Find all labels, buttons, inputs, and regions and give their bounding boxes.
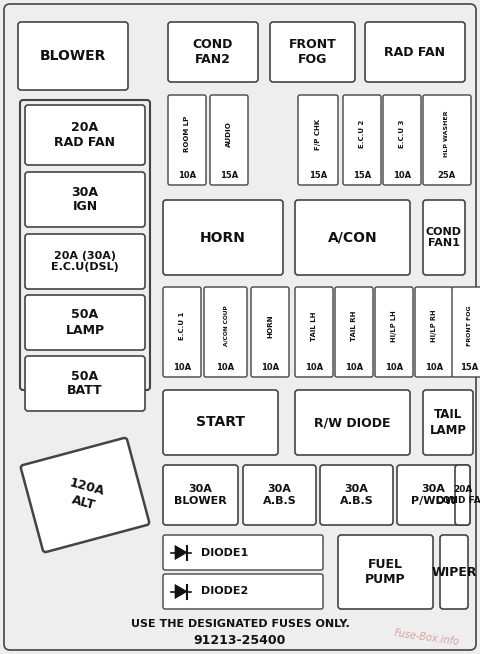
FancyBboxPatch shape [423, 390, 473, 455]
Text: COND
FAN1: COND FAN1 [426, 227, 462, 249]
Text: 30A
IGN: 30A IGN [72, 186, 98, 213]
Text: FRONT
FOG: FRONT FOG [288, 38, 336, 66]
FancyBboxPatch shape [243, 465, 316, 525]
Text: 15A: 15A [309, 171, 327, 179]
Text: FUEL
PUMP: FUEL PUMP [365, 558, 406, 586]
Text: 50A
LAMP: 50A LAMP [65, 309, 105, 337]
Text: HORN: HORN [267, 314, 273, 338]
FancyBboxPatch shape [25, 356, 145, 411]
Text: HI/LP RH: HI/LP RH [431, 310, 437, 342]
Text: A/CON COUP: A/CON COUP [223, 305, 228, 347]
FancyBboxPatch shape [295, 390, 410, 455]
Text: AUDIO: AUDIO [226, 121, 232, 147]
Text: 10A: 10A [261, 362, 279, 371]
Text: DIODE2: DIODE2 [201, 587, 248, 596]
FancyBboxPatch shape [452, 287, 480, 377]
FancyBboxPatch shape [163, 465, 238, 525]
FancyBboxPatch shape [343, 95, 381, 185]
FancyBboxPatch shape [440, 535, 468, 609]
Text: 30A
BLOWER: 30A BLOWER [174, 484, 227, 506]
Polygon shape [175, 585, 187, 598]
FancyBboxPatch shape [4, 4, 476, 650]
Text: TAIL RH: TAIL RH [351, 311, 357, 341]
FancyBboxPatch shape [320, 465, 393, 525]
FancyBboxPatch shape [25, 295, 145, 350]
FancyBboxPatch shape [21, 438, 149, 552]
Text: 10A: 10A [345, 362, 363, 371]
FancyBboxPatch shape [423, 95, 471, 185]
Text: 20A (30A)
E.C.U(DSL): 20A (30A) E.C.U(DSL) [51, 250, 119, 272]
Text: 30A
P/WDW: 30A P/WDW [410, 484, 456, 506]
FancyBboxPatch shape [204, 287, 247, 377]
FancyBboxPatch shape [163, 200, 283, 275]
FancyBboxPatch shape [338, 535, 433, 609]
Text: 10A: 10A [173, 362, 191, 371]
Text: R/W DIODE: R/W DIODE [314, 416, 391, 429]
FancyBboxPatch shape [18, 22, 128, 90]
FancyBboxPatch shape [295, 287, 333, 377]
Text: 15A: 15A [353, 171, 371, 179]
Text: HLP WASHER: HLP WASHER [444, 111, 449, 157]
Text: FRONT FOG: FRONT FOG [467, 305, 472, 347]
Text: USE THE DESIGNATED FUSES ONLY.: USE THE DESIGNATED FUSES ONLY. [131, 619, 349, 629]
FancyBboxPatch shape [25, 105, 145, 165]
FancyBboxPatch shape [375, 287, 413, 377]
Text: E.C.U 3: E.C.U 3 [399, 120, 405, 148]
Text: 50A
BATT: 50A BATT [67, 370, 103, 398]
FancyBboxPatch shape [335, 287, 373, 377]
FancyBboxPatch shape [163, 390, 278, 455]
Text: 10A: 10A [393, 171, 411, 179]
FancyBboxPatch shape [397, 465, 470, 525]
Text: TAIL
LAMP: TAIL LAMP [430, 409, 467, 436]
Text: 25A: 25A [438, 171, 456, 179]
Text: TAIL LH: TAIL LH [311, 311, 317, 341]
Polygon shape [175, 545, 187, 560]
Text: 30A
A.B.S: 30A A.B.S [263, 484, 296, 506]
FancyBboxPatch shape [168, 95, 206, 185]
Text: 10A: 10A [305, 362, 323, 371]
Text: 15A: 15A [220, 171, 238, 179]
Text: A/CON: A/CON [328, 230, 377, 245]
FancyBboxPatch shape [251, 287, 289, 377]
Text: 120A
ALT: 120A ALT [64, 477, 106, 513]
FancyBboxPatch shape [295, 200, 410, 275]
Text: 10A: 10A [385, 362, 403, 371]
Text: Fuse-Box.info: Fuse-Box.info [394, 628, 460, 647]
Text: ROOM LP: ROOM LP [184, 116, 190, 152]
Text: START: START [196, 415, 245, 430]
Text: HORN: HORN [200, 230, 246, 245]
FancyBboxPatch shape [163, 574, 323, 609]
FancyBboxPatch shape [455, 465, 470, 525]
Text: 91213-25400: 91213-25400 [194, 634, 286, 647]
Text: 15A: 15A [460, 362, 479, 371]
FancyBboxPatch shape [163, 287, 201, 377]
FancyBboxPatch shape [25, 172, 145, 227]
FancyBboxPatch shape [415, 287, 453, 377]
Text: E.C.U 1: E.C.U 1 [179, 312, 185, 340]
Text: 10A: 10A [216, 362, 235, 371]
FancyBboxPatch shape [423, 200, 465, 275]
Text: 20A
RAD FAN: 20A RAD FAN [55, 121, 116, 149]
Text: RAD FAN: RAD FAN [384, 46, 445, 58]
Text: F/P CHK: F/P CHK [315, 118, 321, 150]
Text: COND
FAN2: COND FAN2 [193, 38, 233, 66]
Text: WIPER: WIPER [431, 566, 477, 579]
Text: 10A: 10A [178, 171, 196, 179]
Text: BLOWER: BLOWER [40, 49, 106, 63]
FancyBboxPatch shape [298, 95, 338, 185]
FancyBboxPatch shape [210, 95, 248, 185]
Text: 30A
A.B.S: 30A A.B.S [340, 484, 373, 506]
FancyBboxPatch shape [163, 535, 323, 570]
FancyBboxPatch shape [270, 22, 355, 82]
Text: HI/LP LH: HI/LP LH [391, 310, 397, 342]
FancyBboxPatch shape [25, 234, 145, 289]
FancyBboxPatch shape [365, 22, 465, 82]
Text: E.C.U 2: E.C.U 2 [359, 120, 365, 148]
Text: 20A
COND FAN: 20A COND FAN [436, 485, 480, 505]
FancyBboxPatch shape [383, 95, 421, 185]
FancyBboxPatch shape [168, 22, 258, 82]
Text: 10A: 10A [425, 362, 443, 371]
Text: DIODE1: DIODE1 [201, 547, 248, 557]
